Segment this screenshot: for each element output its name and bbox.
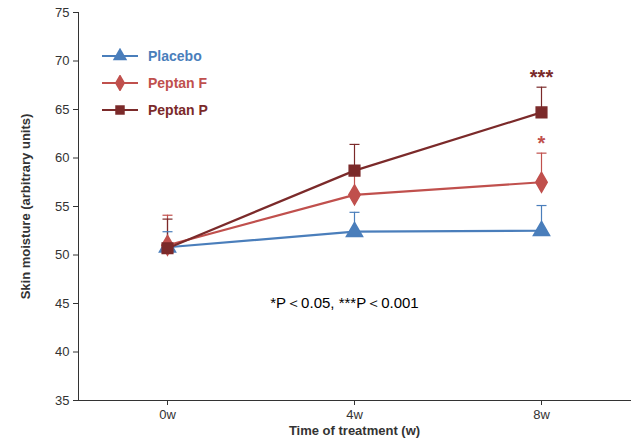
svg-text:60: 60: [55, 150, 69, 165]
svg-text:Time of treatment (w): Time of treatment (w): [289, 423, 420, 438]
svg-text:***: ***: [530, 66, 554, 88]
svg-text:75: 75: [55, 5, 69, 20]
svg-text:55: 55: [55, 199, 69, 214]
svg-text:*: *: [538, 132, 546, 154]
svg-text:40: 40: [55, 344, 69, 359]
svg-text:0w: 0w: [159, 407, 176, 422]
svg-text:4w: 4w: [346, 407, 363, 422]
svg-text:8w: 8w: [533, 407, 550, 422]
svg-text:Skin moisture (arbitrary units: Skin moisture (arbitrary units): [18, 114, 33, 300]
svg-text:35: 35: [55, 393, 69, 408]
svg-text:50: 50: [55, 247, 69, 262]
svg-text:70: 70: [55, 53, 69, 68]
html-text:Peptan F: Peptan F: [148, 74, 208, 91]
svg-text:65: 65: [55, 102, 69, 117]
html-text:Peptan P: Peptan P: [148, 101, 208, 118]
html-text:Placebo: Placebo: [148, 47, 202, 64]
svg-text:*P＜0.05, ***P＜0.001: *P＜0.05, ***P＜0.001: [270, 294, 418, 311]
svg-text:45: 45: [55, 296, 69, 311]
